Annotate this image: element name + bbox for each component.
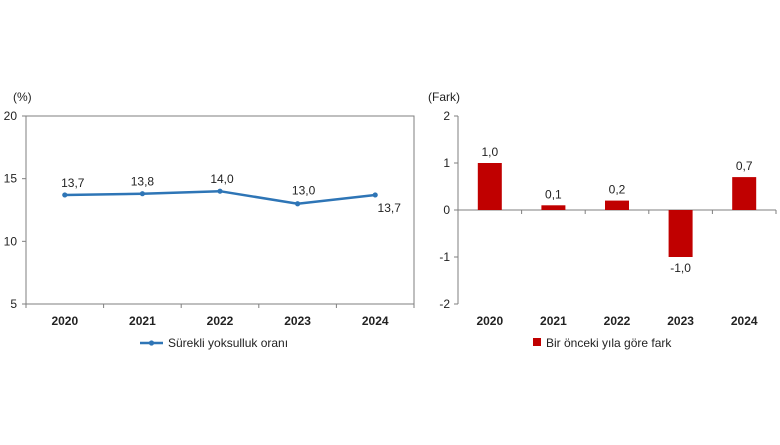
y-unit-label: (%) <box>13 90 32 104</box>
x-tick-label: 2021 <box>540 314 567 328</box>
x-tick-label: 2022 <box>604 314 631 328</box>
y-tick-label: 20 <box>4 109 18 123</box>
y-tick-label: 2 <box>443 109 450 123</box>
x-tick-label: 2021 <box>129 314 156 328</box>
bar <box>668 210 693 257</box>
y-tick-label: 15 <box>4 172 18 186</box>
x-tick-label: 2022 <box>207 314 234 328</box>
plot-frame <box>25 115 415 305</box>
data-label: 13,7 <box>378 201 402 215</box>
legend-point-marker <box>148 340 155 346</box>
data-label: 0,1 <box>545 187 562 201</box>
y-tick-label: 1 <box>443 156 450 170</box>
y-tick-label: 0 <box>443 203 450 217</box>
x-tick-label: 2023 <box>284 314 311 328</box>
bar-chart: -2 -1 0 1 2 (Fark) 1,0 0,1 0,2 -1,0 0,7 2020 2021 202… <box>428 90 777 350</box>
data-label: 14,0 <box>210 172 234 186</box>
data-label: 13,0 <box>292 184 316 198</box>
data-label: 0,7 <box>736 159 753 173</box>
data-point <box>217 188 223 194</box>
bar <box>477 163 502 210</box>
y-tick-label: 10 <box>4 234 18 248</box>
x-tick-label: 2020 <box>51 314 78 328</box>
bar <box>541 205 566 210</box>
legend-bar-marker <box>533 338 541 346</box>
bar <box>732 177 757 210</box>
data-label: -1,0 <box>670 261 691 275</box>
x-tick-label: 2020 <box>476 314 503 328</box>
data-label: 0,2 <box>609 183 626 197</box>
data-label: 13,7 <box>61 176 85 190</box>
y-tick-label: -1 <box>439 250 450 264</box>
x-tick-label: 2024 <box>731 314 758 328</box>
x-tick-label: 2023 <box>667 314 694 328</box>
line-chart: 5 10 15 20 (%) 2020 2021 2022 2023 2024 13,7 13,8 14… <box>4 90 415 350</box>
legend-label: Bir önceki yıla göre fark <box>546 336 672 350</box>
data-point <box>139 191 145 197</box>
y-tick-label: 5 <box>10 297 17 311</box>
data-label: 1,0 <box>481 145 498 159</box>
bar <box>605 200 629 210</box>
data-point <box>295 201 301 207</box>
data-point <box>62 192 68 198</box>
y-tick-label: -2 <box>439 297 450 311</box>
x-tick-label: 2024 <box>362 314 389 328</box>
y-unit-label: (Fark) <box>428 90 460 104</box>
data-point <box>372 192 378 198</box>
legend-label: Sürekli yoksulluk oranı <box>168 336 288 350</box>
data-label: 13,8 <box>131 175 155 189</box>
